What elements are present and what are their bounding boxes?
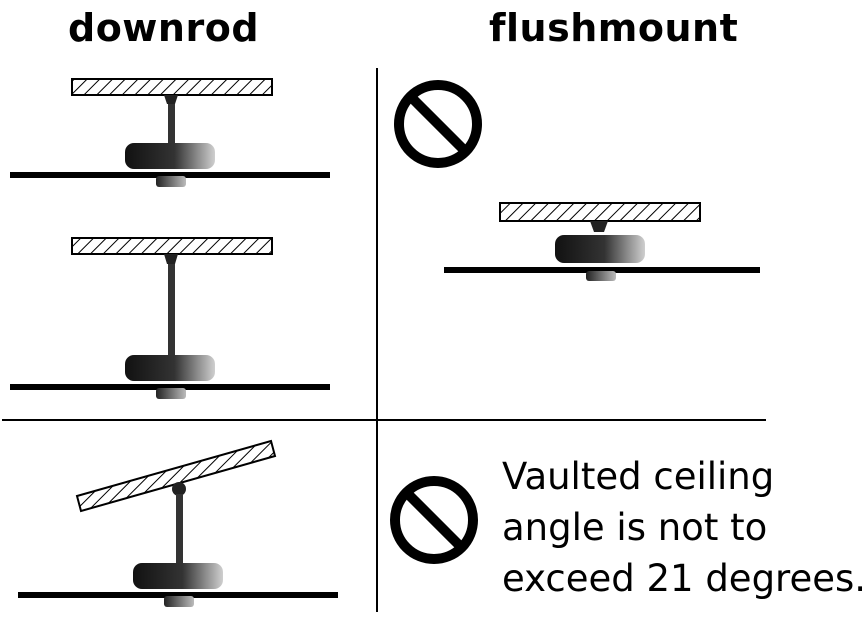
fan-flushmount bbox=[444, 202, 760, 281]
no-entry-icon bbox=[395, 481, 473, 559]
note-line-3: exceed 21 degrees. bbox=[502, 557, 864, 600]
fan-downrod-short bbox=[10, 78, 330, 187]
fan-downrod-long bbox=[10, 237, 330, 399]
vaulted-ceiling-note: Vaulted ceiling angle is not to exceed 2… bbox=[502, 451, 864, 604]
no-entry-icon bbox=[399, 85, 477, 163]
fan-downrod-vaulted bbox=[18, 439, 338, 607]
heading-downrod: downrod bbox=[68, 6, 260, 50]
note-line-1: Vaulted ceiling bbox=[502, 455, 775, 498]
note-line-2: angle is not to bbox=[502, 506, 768, 549]
heading-flushmount: flushmount bbox=[489, 6, 739, 50]
